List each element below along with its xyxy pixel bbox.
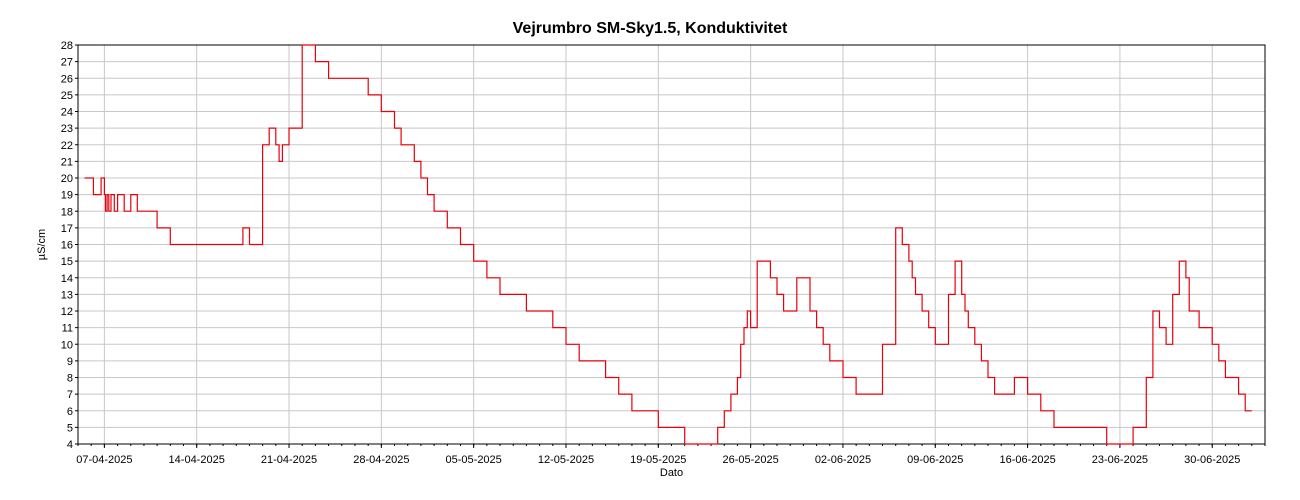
y-tick-label: 28	[61, 40, 73, 52]
y-tick-label: 25	[61, 90, 73, 102]
x-tick-label: 19-05-2025	[630, 454, 686, 466]
y-tick-label: 26	[61, 73, 73, 85]
y-tick-label: 16	[61, 240, 73, 252]
y-tick-label: 11	[62, 323, 73, 335]
x-tick-label: 09-06-2025	[907, 454, 963, 466]
x-tick-label: 12-05-2025	[538, 454, 594, 466]
x-tick-label: 21-04-2025	[261, 454, 317, 466]
y-tick-label: 14	[61, 273, 73, 285]
y-tick-label: 19	[61, 190, 73, 202]
x-tick-label: 26-05-2025	[722, 454, 778, 466]
x-tick-label: 23-06-2025	[1092, 454, 1148, 466]
y-tick-label: 20	[61, 173, 73, 185]
chart-title: Vejrumbro SM-Sky1.5, Konduktivitet	[512, 20, 788, 37]
y-tick-label: 7	[67, 389, 73, 401]
y-axis-ticks: 4 5 6 7 8 9 10 11 12 13 14 15 16 17 18 19 20 21 22 23 24 25 26…	[61, 40, 78, 451]
x-tick-label: 05-05-2025	[446, 454, 502, 466]
y-tick-label: 13	[61, 289, 73, 301]
x-tick-label: 30-06-2025	[1184, 454, 1240, 466]
y-tick-label: 15	[61, 256, 73, 268]
series-line	[84, 44, 1252, 445]
y-tick-label: 12	[61, 306, 73, 318]
y-tick-label: 18	[61, 206, 73, 218]
y-tick-label: 24	[61, 107, 73, 119]
y-tick-label: 21	[61, 156, 73, 168]
y-tick-label: 8	[67, 373, 73, 385]
x-axis-label: Dato	[660, 467, 683, 479]
y-tick-label: 10	[61, 339, 73, 351]
y-tick-label: 23	[61, 123, 73, 135]
x-tick-label: 16-06-2025	[999, 454, 1055, 466]
y-tick-label: 6	[67, 406, 73, 418]
x-axis-ticks: 07-04-2025 14-04-2025 21-04-2025 28-04-2025…	[76, 444, 1266, 466]
x-tick-label: 07-04-2025	[76, 454, 132, 466]
x-tick-label: 28-04-2025	[353, 454, 409, 466]
grid-lines	[78, 44, 1265, 445]
y-axis-label: µS/cm	[36, 229, 48, 260]
y-tick-label: 5	[67, 422, 73, 434]
y-tick-label: 27	[61, 57, 73, 69]
x-tick-label: 14-04-2025	[169, 454, 225, 466]
x-tick-label: 02-06-2025	[815, 454, 871, 466]
y-tick-label: 9	[67, 356, 73, 368]
y-tick-label: 4	[67, 439, 73, 451]
y-tick-label: 17	[61, 223, 73, 235]
y-tick-label: 22	[61, 140, 73, 152]
